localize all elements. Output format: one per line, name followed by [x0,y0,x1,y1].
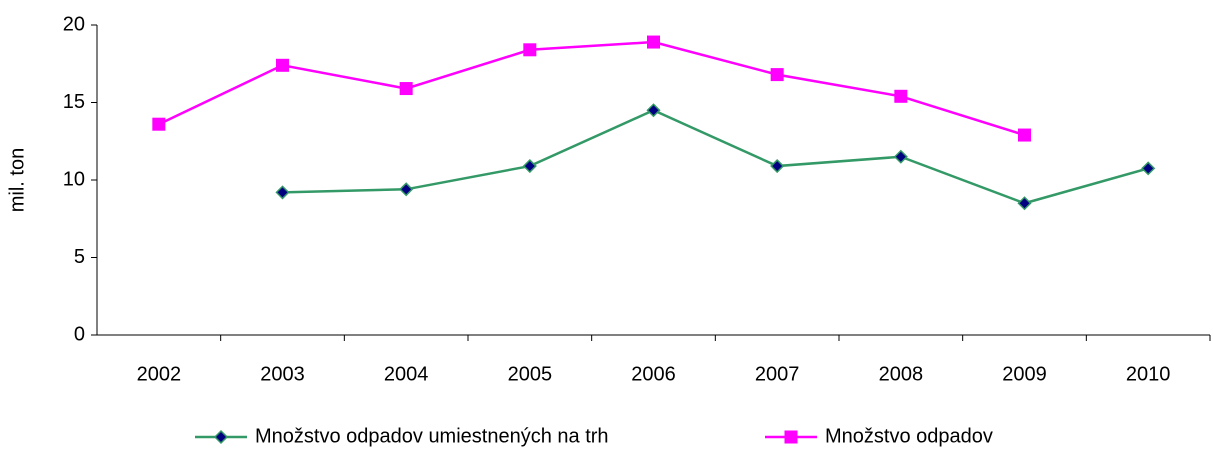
data-point [523,43,537,57]
y-tick-label: 5 [74,246,85,268]
x-tick-label: 2006 [631,363,676,385]
data-point [893,149,908,164]
series-line [158,40,1025,137]
data-point [770,158,785,174]
legend-marker [784,430,798,444]
y-tick-label: 10 [63,168,85,190]
data-point [152,117,166,131]
x-tick-label: 2007 [755,363,800,385]
y-axis-label: mil. ton [6,148,28,212]
data-point [1017,196,1032,211]
data-point [399,82,413,96]
data-point [1018,128,1031,142]
x-tick-label: 2009 [1002,363,1047,385]
y-tick-label: 0 [74,323,85,345]
x-tick-label: 2008 [879,363,924,385]
x-tick-label: 2010 [1126,363,1171,385]
y-tick-label: 20 [63,13,85,35]
data-point [1141,161,1156,176]
x-tick-label: 2003 [260,363,305,385]
data-point [522,158,537,174]
x-tick-label: 2002 [137,363,182,385]
data-point [770,68,784,82]
data-point [275,185,290,200]
series-line [282,108,1149,205]
data-point [646,103,661,118]
x-tick-label: 2004 [384,363,429,385]
legend-marker [213,429,229,445]
data-point [399,182,414,197]
x-tick-label: 2005 [508,363,553,385]
legend-label: Množstvo odpadov [825,425,993,447]
data-point [647,35,660,49]
y-tick-label: 15 [63,91,85,113]
data-point [276,58,289,72]
legend-label: Množstvo odpadov umiestnených na trh [255,425,609,447]
data-point [894,89,908,103]
